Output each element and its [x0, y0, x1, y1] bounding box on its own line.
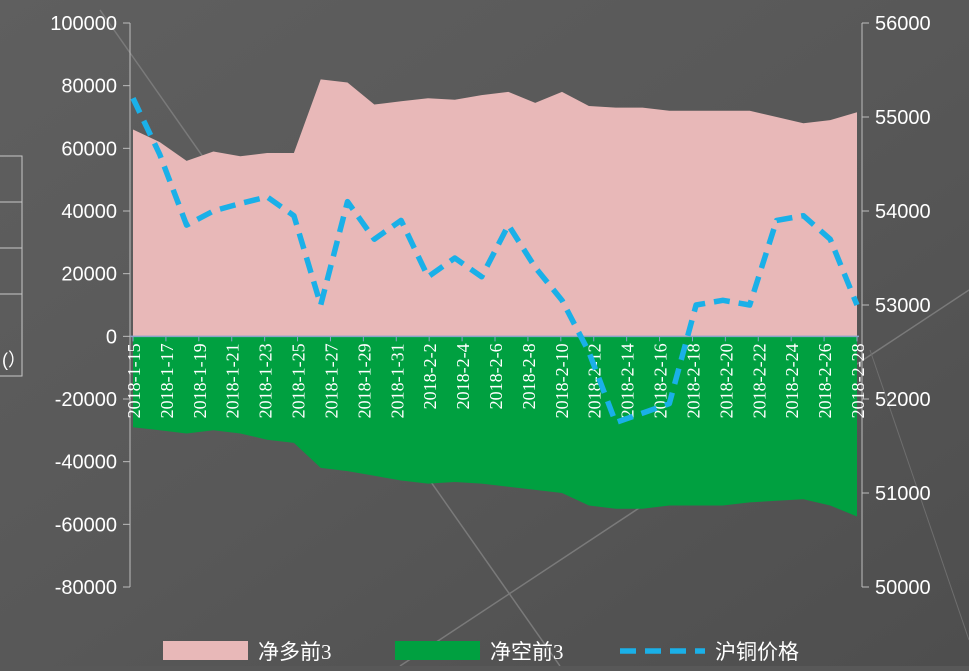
- decor-diagonal-line: [869, 349, 969, 641]
- x-tick-label: 2018-2-22: [749, 343, 769, 418]
- legend-label: 净空前3: [490, 640, 564, 664]
- y-right-tick-label: 53000: [875, 295, 931, 317]
- y-left-tick-label: -40000: [55, 452, 117, 474]
- y-left-tick-label: -60000: [55, 514, 117, 536]
- legend-item: 沪铜价格: [620, 640, 799, 664]
- y-right-tick-label: 52000: [875, 389, 931, 411]
- y-left-tick-label: 20000: [61, 264, 117, 286]
- y-right-tick-label: 50000: [875, 577, 931, 599]
- x-tick-label: 2018-1-23: [256, 343, 276, 418]
- y-left-tick-label: 40000: [61, 201, 117, 223]
- legend-swatch: [395, 641, 480, 660]
- legend-swatch: [163, 641, 248, 660]
- y-left-tick-label: 80000: [61, 76, 117, 98]
- x-tick-label: 2018-2-4: [453, 343, 473, 409]
- legend-label: 沪铜价格: [715, 640, 799, 664]
- x-tick-label: 2018-1-19: [190, 343, 210, 418]
- y-left-tick-label: -20000: [55, 389, 117, 411]
- x-tick-label: 2018-2-28: [848, 343, 868, 418]
- x-tick-label: 2018-2-8: [519, 343, 539, 409]
- x-tick-label: 2018-2-14: [618, 343, 638, 418]
- x-tick-label: 2018-2-16: [651, 343, 671, 418]
- x-tick-label: 2018-1-25: [289, 343, 309, 418]
- y-left-tick-label: 100000: [50, 13, 117, 35]
- series-area: [133, 79, 857, 337]
- x-tick-label: 2018-1-21: [223, 343, 243, 418]
- x-tick-label: 2018-2-24: [782, 343, 802, 418]
- remnant-text: (）: [2, 350, 26, 370]
- x-tick-label: 2018-2-18: [683, 343, 703, 418]
- x-tick-label: 2018-1-15: [124, 343, 144, 418]
- y-right-tick-label: 55000: [875, 107, 931, 129]
- x-tick-label: 2018-2-6: [486, 343, 506, 409]
- x-tick-label: 2018-1-17: [157, 343, 177, 418]
- y-left-tick-label: -80000: [55, 577, 117, 599]
- line-layer: [130, 97, 860, 426]
- y-right-tick-label: 54000: [875, 201, 931, 223]
- y-left-tick-label: 0: [106, 326, 117, 348]
- x-tick-label: 2018-1-27: [321, 343, 341, 418]
- legend-item: 净空前3: [395, 640, 564, 664]
- remnant-box: [0, 293, 23, 377]
- axes-layer: 100000 80000 60000 40000 20000 0 -20000 -40000 -…: [50, 13, 930, 599]
- x-tick-label: 2018-2-20: [716, 343, 736, 418]
- x-tick-label: 2018-1-31: [387, 343, 407, 418]
- x-tick-label: 2018-2-12: [585, 343, 605, 418]
- y-right-tick-label: 56000: [875, 13, 931, 35]
- category-labels: 2018-1-15 2018-1-17 2018-1-19 2018-1-21 2018…: [124, 343, 868, 418]
- legend: 净多前3 净空前3 沪铜价格: [163, 640, 799, 664]
- x-tick-label: 2018-2-10: [552, 343, 572, 418]
- x-tick-label: 2018-2-26: [815, 343, 835, 418]
- series-line: [130, 97, 860, 426]
- legend-item: 净多前3: [163, 640, 332, 664]
- x-tick-label: 2018-2-2: [420, 343, 440, 409]
- legend-label: 净多前3: [258, 640, 332, 664]
- y-right-tick-label: 51000: [875, 483, 931, 505]
- x-tick-label: 2018-1-29: [354, 343, 374, 418]
- y-left-tick-label: 60000: [61, 138, 117, 160]
